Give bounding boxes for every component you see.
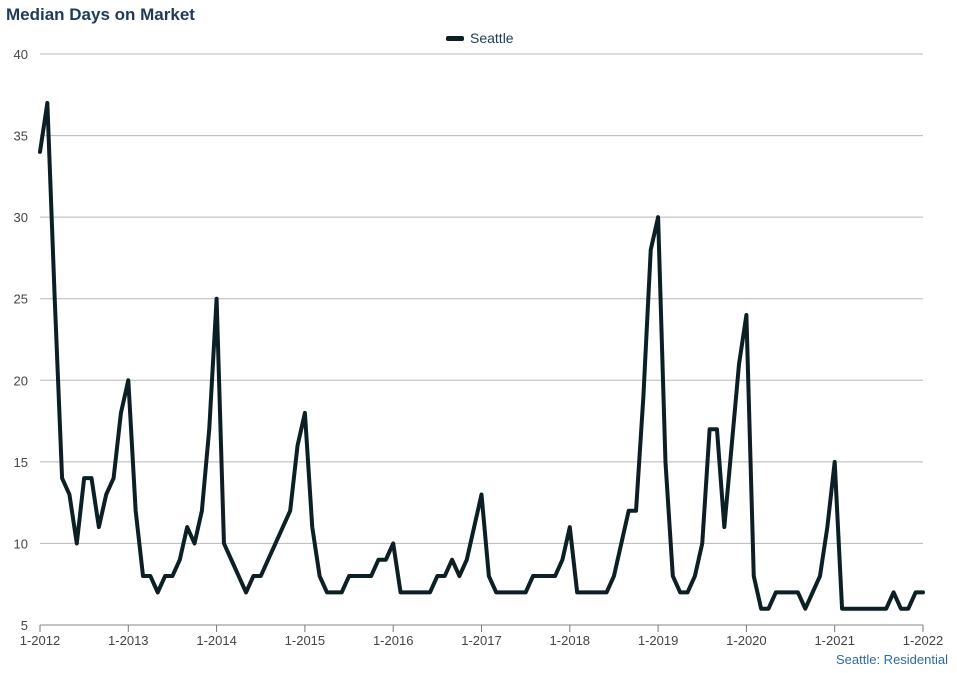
source-label: Seattle: Residential <box>835 652 948 667</box>
x-tick-label: 1-2022 <box>903 633 943 648</box>
y-tick-label: 30 <box>14 210 28 225</box>
legend-swatch-seattle <box>446 35 464 41</box>
x-tick-label: 1-2020 <box>726 633 766 648</box>
x-tick-label: 1-2021 <box>814 633 854 648</box>
series-line-seattle <box>38 100 925 611</box>
x-tick-label: 1-2016 <box>373 633 413 648</box>
y-tick-label: 20 <box>14 373 28 388</box>
x-tick-label: 1-2013 <box>108 633 148 648</box>
y-tick-label: 25 <box>14 292 28 307</box>
x-tick-label: 1-2018 <box>550 633 590 648</box>
legend-label-seattle: Seattle <box>470 30 514 46</box>
x-tick-label: 1-2017 <box>461 633 501 648</box>
chart-title: Median Days on Market <box>6 5 195 24</box>
x-tick-label: 1-2014 <box>196 633 236 648</box>
y-tick-label: 15 <box>14 455 28 470</box>
y-tick-label: 35 <box>14 129 28 144</box>
y-tick-label: 10 <box>14 536 28 551</box>
x-tick-label: 1-2012 <box>20 633 60 648</box>
legend: Seattle <box>446 30 514 46</box>
y-tick-label: 5 <box>21 618 28 633</box>
x-tick-label: 1-2015 <box>285 633 325 648</box>
y-tick-label: 40 <box>14 47 28 62</box>
x-tick-label: 1-2019 <box>638 633 678 648</box>
